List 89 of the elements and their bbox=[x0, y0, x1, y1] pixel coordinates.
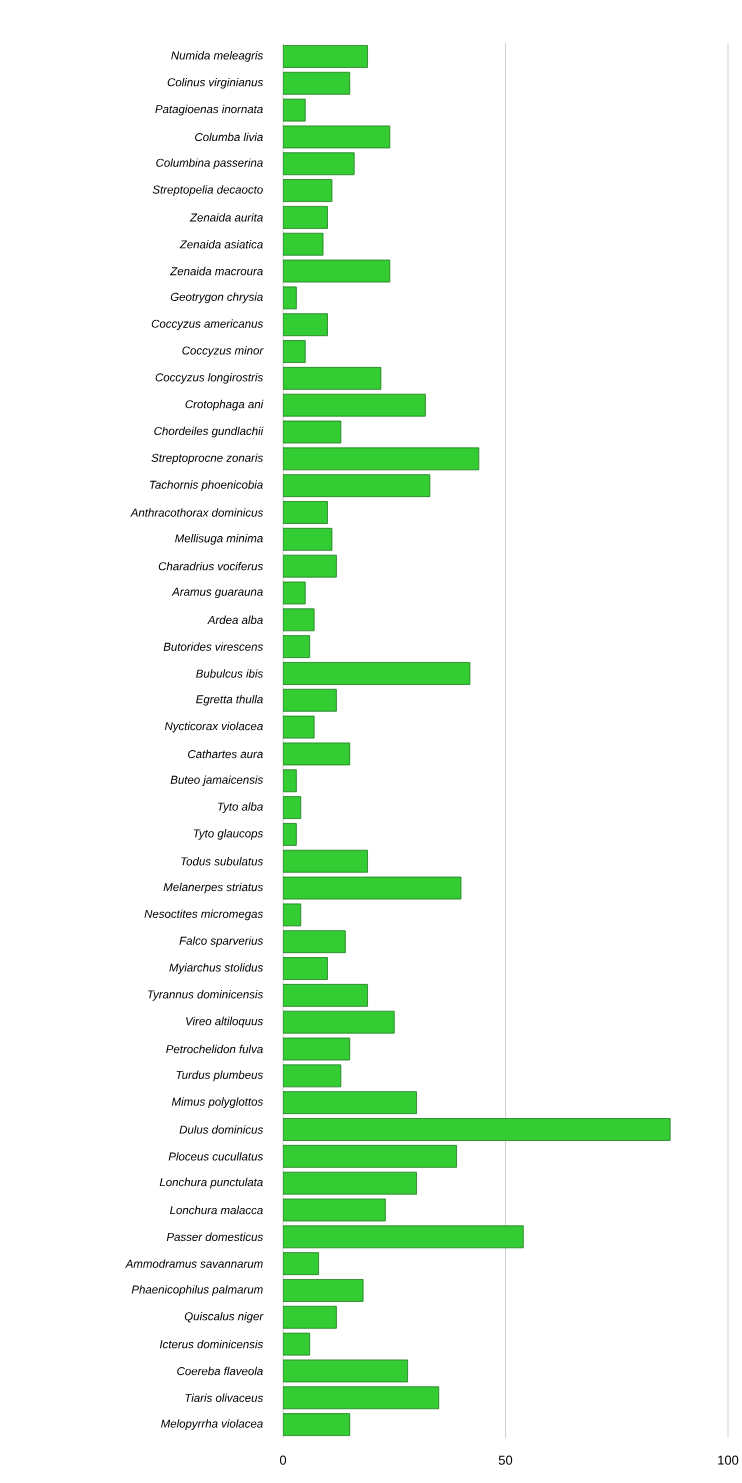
bar bbox=[282, 957, 328, 980]
y-tick-label: Streptoprocne zonaris bbox=[151, 453, 263, 465]
y-tick-label: Buteo jamaicensis bbox=[170, 775, 263, 787]
y-tick-label: Zenaida aurita bbox=[189, 213, 263, 222]
bar bbox=[282, 179, 333, 202]
y-tick-label: Turdus plumbeus bbox=[176, 1070, 263, 1082]
y-tick-label: Columba livia bbox=[195, 132, 263, 142]
bar bbox=[282, 849, 368, 873]
bar bbox=[282, 366, 382, 390]
y-tick-label: Mimus polyglottos bbox=[171, 1097, 263, 1109]
y-tick-label: Colinus virginianus bbox=[167, 77, 263, 89]
y-tick-label: Nesoctites micromegas bbox=[144, 909, 263, 921]
y-tick-label: Dulus dominicus bbox=[179, 1125, 263, 1134]
y-tick-label: Cathartes aura bbox=[188, 749, 263, 759]
y-tick-label: Phaenicophilus palmarum bbox=[131, 1285, 263, 1296]
y-tick-label: Ardea alba bbox=[207, 615, 263, 625]
y-tick-label: Tiaris olivaceus bbox=[185, 1393, 263, 1402]
y-tick-label: Quiscalus niger bbox=[184, 1311, 264, 1323]
y-tick-label: Tachornis phoenicobia bbox=[149, 480, 263, 491]
y-tick-label: Anthracothorax dominicus bbox=[130, 508, 263, 517]
y-tick-label: Myiarchus stolidus bbox=[169, 963, 263, 974]
bar bbox=[282, 1279, 364, 1302]
y-tick-label: Tyto glaucops bbox=[193, 829, 263, 840]
y-tick-label: Icterus dominicensis bbox=[159, 1339, 263, 1349]
bar bbox=[282, 1144, 457, 1168]
y-tick-label: Coccyzus longirostris bbox=[155, 373, 263, 384]
bar bbox=[282, 1359, 408, 1383]
bar bbox=[282, 688, 337, 712]
x-tick-label: 100 bbox=[718, 1455, 739, 1465]
bar bbox=[282, 1091, 417, 1115]
y-tick-label: Tyto alba bbox=[217, 802, 263, 813]
y-tick-label: Todus subulatus bbox=[181, 857, 263, 866]
bar bbox=[282, 1118, 671, 1141]
bar bbox=[282, 45, 368, 68]
y-tick-label: Melopyrrha violacea bbox=[161, 1419, 263, 1430]
bar bbox=[282, 232, 324, 256]
x-tick-label: 0 bbox=[279, 1455, 287, 1465]
bar bbox=[282, 313, 328, 337]
y-tick-label: Petrochelidon fulva bbox=[166, 1044, 263, 1054]
y-tick-label: Columbina passerina bbox=[156, 158, 263, 170]
bar bbox=[282, 1198, 386, 1222]
y-tick-label: Vireo altiloquus bbox=[186, 1016, 263, 1028]
bar bbox=[282, 1305, 337, 1329]
y-tick-label: Coccyzus minor bbox=[182, 346, 264, 357]
bar bbox=[282, 206, 328, 229]
y-tick-label: Crotophaga ani bbox=[185, 399, 264, 411]
bar bbox=[282, 1010, 395, 1034]
bar bbox=[282, 1225, 524, 1249]
y-tick-label: Zenaida asiatica bbox=[179, 240, 263, 249]
y-tick-label: Tyrannus dominicensis bbox=[147, 990, 263, 1001]
bar bbox=[282, 501, 328, 524]
y-tick-label: Numida meleagris bbox=[171, 51, 263, 62]
y-tick-label: Lonchura punctulata bbox=[159, 1177, 263, 1189]
bar bbox=[282, 474, 431, 498]
bar bbox=[282, 1252, 319, 1276]
bar bbox=[282, 447, 480, 471]
bar bbox=[282, 527, 333, 551]
y-tick-label: Ploceus cucullatus bbox=[168, 1152, 263, 1161]
bar bbox=[282, 662, 471, 685]
y-tick-label: Falco sparverius bbox=[179, 936, 263, 948]
bar bbox=[282, 1386, 440, 1410]
y-tick-label: Passer domesticus bbox=[166, 1232, 263, 1242]
y-tick-label: Egretta thulla bbox=[196, 694, 263, 706]
bar bbox=[282, 1171, 417, 1195]
bar bbox=[282, 876, 462, 900]
y-tick-label: Coccyzus americanus bbox=[151, 319, 263, 331]
y-tick-label: Butorides virescens bbox=[163, 642, 263, 651]
y-tick-label: Melanerpes striatus bbox=[163, 882, 263, 894]
y-tick-label: Lonchura malacca bbox=[169, 1205, 263, 1215]
bar bbox=[282, 930, 346, 954]
y-tick-label: Bubulcus ibis bbox=[196, 669, 263, 678]
x-tick-label: 50 bbox=[498, 1455, 513, 1465]
bar bbox=[282, 340, 306, 363]
y-tick-label: Nycticorax violacea bbox=[164, 721, 263, 733]
bar bbox=[282, 152, 355, 176]
bar bbox=[282, 983, 368, 1007]
y-tick-label: Coereba flaveola bbox=[177, 1366, 263, 1376]
bar bbox=[282, 393, 426, 417]
y-tick-label: Charadrius vociferus bbox=[158, 561, 263, 571]
y-tick-label: Geotrygon chrysia bbox=[170, 292, 263, 304]
y-tick-label: Zenaida macroura bbox=[169, 266, 263, 276]
y-tick-label: Mellisuga minima bbox=[175, 533, 263, 545]
y-tick-label: Ammodramus savannarum bbox=[125, 1259, 263, 1268]
y-tick-label: Aramus guarauna bbox=[171, 587, 263, 599]
y-tick-label: Streptopelia decaocto bbox=[152, 185, 263, 196]
y-tick-label: Patagioenas inornata bbox=[155, 104, 263, 116]
y-tick-label: Chordeiles gundlachii bbox=[154, 426, 264, 438]
bar bbox=[282, 1413, 351, 1436]
bar bbox=[282, 71, 351, 95]
